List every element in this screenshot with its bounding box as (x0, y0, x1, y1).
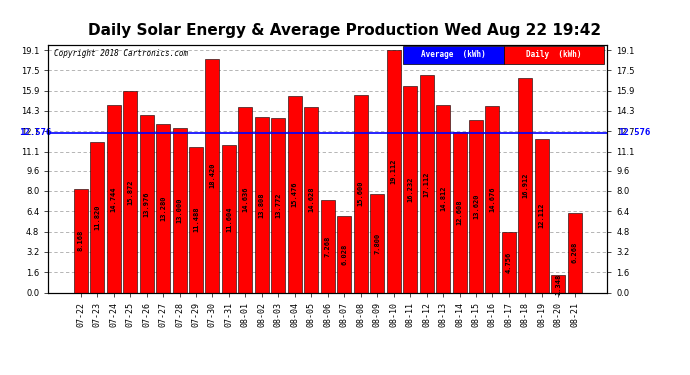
Text: 17.112: 17.112 (424, 171, 430, 196)
Text: 12.112: 12.112 (539, 203, 545, 228)
Text: Copyright 2018 Cartronics.com: Copyright 2018 Cartronics.com (54, 49, 188, 58)
Bar (568, 213, 582, 292)
Text: 11.488: 11.488 (193, 207, 199, 232)
Bar (502, 232, 516, 292)
Text: 13.000: 13.000 (177, 197, 183, 223)
Bar (288, 96, 302, 292)
Text: Daily Solar Energy & Average Production Wed Aug 22 19:42: Daily Solar Energy & Average Production … (88, 22, 602, 38)
Text: 13.976: 13.976 (144, 191, 150, 216)
FancyBboxPatch shape (403, 46, 504, 63)
Bar (436, 105, 450, 292)
Text: 11.820: 11.820 (94, 205, 100, 230)
Text: 16.232: 16.232 (407, 177, 413, 202)
Text: 11.604: 11.604 (226, 206, 232, 232)
Bar (337, 216, 351, 292)
Text: 13.620: 13.620 (473, 194, 479, 219)
Text: 14.744: 14.744 (110, 186, 117, 211)
Text: 15.872: 15.872 (127, 179, 133, 204)
Bar (535, 139, 549, 292)
Bar (518, 78, 533, 292)
Bar (271, 118, 286, 292)
Text: Daily  (kWh): Daily (kWh) (526, 50, 582, 59)
Text: Average  (kWh): Average (kWh) (421, 50, 486, 59)
Bar (453, 132, 466, 292)
Text: 19.112: 19.112 (391, 159, 397, 184)
Bar (486, 106, 500, 292)
Text: 13.772: 13.772 (275, 192, 282, 218)
Bar (90, 142, 104, 292)
Bar (189, 147, 203, 292)
Bar (222, 145, 236, 292)
Text: 8.168: 8.168 (78, 230, 83, 251)
Text: 18.420: 18.420 (210, 163, 215, 188)
Text: 13.808: 13.808 (259, 192, 265, 217)
Text: 12.576: 12.576 (19, 128, 51, 137)
Text: 4.756: 4.756 (506, 252, 512, 273)
Bar (386, 50, 401, 292)
Bar (107, 105, 121, 292)
Text: 14.628: 14.628 (308, 187, 314, 212)
Text: 1.348: 1.348 (555, 273, 562, 295)
Text: 12.608: 12.608 (457, 200, 462, 225)
Text: 14.636: 14.636 (242, 187, 248, 212)
Bar (156, 124, 170, 292)
Bar (139, 115, 154, 292)
Bar (469, 120, 483, 292)
Text: 14.676: 14.676 (489, 187, 495, 212)
Bar (321, 200, 335, 292)
Text: 16.912: 16.912 (522, 172, 529, 198)
Bar (206, 59, 219, 292)
Text: 7.268: 7.268 (325, 236, 331, 257)
Bar (304, 107, 318, 292)
Text: 15.476: 15.476 (292, 182, 298, 207)
Text: 15.600: 15.600 (357, 181, 364, 206)
Bar (172, 128, 186, 292)
Bar (370, 194, 384, 292)
Text: 12.576: 12.576 (618, 128, 651, 137)
Text: 6.268: 6.268 (572, 242, 578, 263)
Bar (403, 87, 417, 292)
Bar (551, 275, 565, 292)
Bar (239, 107, 253, 292)
Text: 13.280: 13.280 (160, 195, 166, 221)
Text: 7.800: 7.800 (374, 232, 380, 254)
Bar (420, 75, 433, 292)
Bar (123, 91, 137, 292)
Bar (74, 189, 88, 292)
FancyBboxPatch shape (504, 46, 604, 63)
Text: 14.812: 14.812 (440, 186, 446, 211)
Text: 6.028: 6.028 (342, 244, 347, 265)
Bar (354, 94, 368, 292)
Bar (255, 117, 269, 292)
